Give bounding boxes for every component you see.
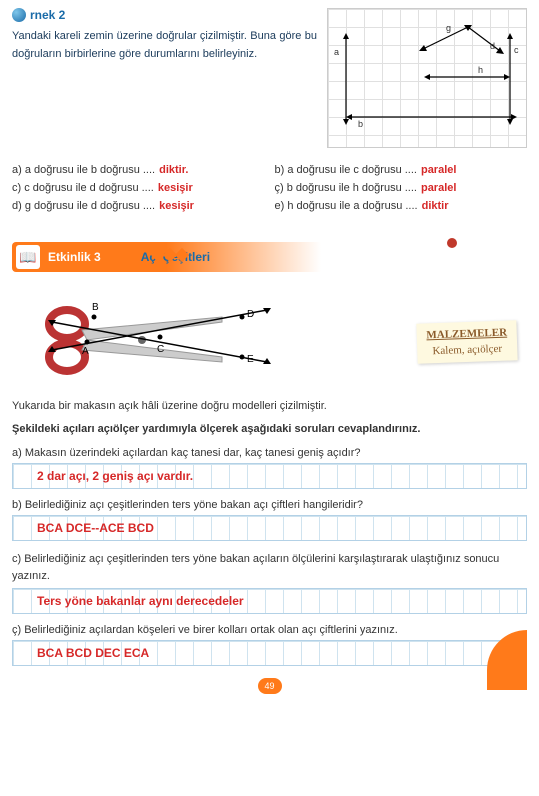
- question-d: ç) Belirlediğiniz açılardan köşeleri ve …: [12, 624, 527, 636]
- example-header: rnek 2: [12, 8, 317, 22]
- label-d: d: [490, 41, 495, 51]
- pin-icon: [447, 238, 457, 248]
- answer-box: 2 dar açı, 2 geniş açı vardır.: [12, 463, 527, 489]
- answer-c: Ters yöne bakanlar aynı derecedeler: [37, 594, 244, 608]
- answer-box: Ters yöne bakanlar aynı derecedeler: [12, 588, 527, 614]
- label-c: c: [514, 45, 519, 55]
- intro-text-2: Şekildeki açıları açıölçer yardımıyla öl…: [12, 421, 527, 438]
- label-b: b: [358, 119, 363, 129]
- problem-text: Yandaki kareli zemin üzerine doğrular çi…: [12, 28, 317, 63]
- answer-box: BCA DCE--ACE BCD: [12, 515, 527, 541]
- question-item: b) a doğrusu ile c doğrusu ....paralel: [275, 164, 528, 176]
- answer-b: BCA DCE--ACE BCD: [37, 521, 154, 535]
- label-a: a: [334, 47, 339, 57]
- ball-icon: [12, 8, 26, 22]
- question-item: d) g doğrusu ile d doğrusu ....kesişir: [12, 200, 265, 212]
- question-item: ç) b doğrusu ile h doğrusu ....paralel: [275, 182, 528, 194]
- question-item: c) c doğrusu ile d doğrusu ....kesişir: [12, 182, 265, 194]
- activity-title: Etkinlik 3: [48, 250, 101, 264]
- page-number: 49: [258, 678, 282, 694]
- question-b: b) Belirlediğiniz açı çeşitlerinden ters…: [12, 499, 527, 511]
- question-c: c) Belirlediğiniz açı çeşitlerinden ters…: [12, 551, 527, 584]
- book-icon: 📖: [16, 245, 40, 269]
- label-h: h: [478, 65, 483, 75]
- label-g: g: [446, 23, 451, 33]
- diamond-decoration: [152, 250, 188, 263]
- scissors-figure: A B C D E: [12, 282, 527, 392]
- pt-c: C: [157, 344, 164, 355]
- pt-a: A: [82, 346, 89, 357]
- answer-a: 2 dar açı, 2 geniş açı vardır.: [37, 469, 193, 483]
- question-item: a) a doğrusu ile b doğrusu ....diktir.: [12, 164, 265, 176]
- answer-box: BCA BCD DEC ECA: [12, 640, 527, 666]
- question-item: e) h doğrusu ile a doğrusu ....diktir: [275, 200, 528, 212]
- questions-row: a) a doğrusu ile b doğrusu ....diktir. c…: [12, 164, 527, 218]
- pt-e: E: [247, 354, 254, 365]
- intro-text-1: Yukarıda bir makasın açık hâli üzerine d…: [12, 398, 527, 415]
- activity-band: 📖 Etkinlik 3 Açı Çeşitleri: [12, 242, 527, 272]
- example-title: rnek 2: [30, 8, 65, 22]
- question-a: a) Makasın üzerindeki açılardan kaç tane…: [12, 447, 527, 459]
- pt-d: D: [247, 309, 254, 320]
- grid-figure: a b c d g h: [327, 8, 527, 148]
- answer-d: BCA BCD DEC ECA: [37, 646, 149, 660]
- pt-b: B: [92, 302, 99, 313]
